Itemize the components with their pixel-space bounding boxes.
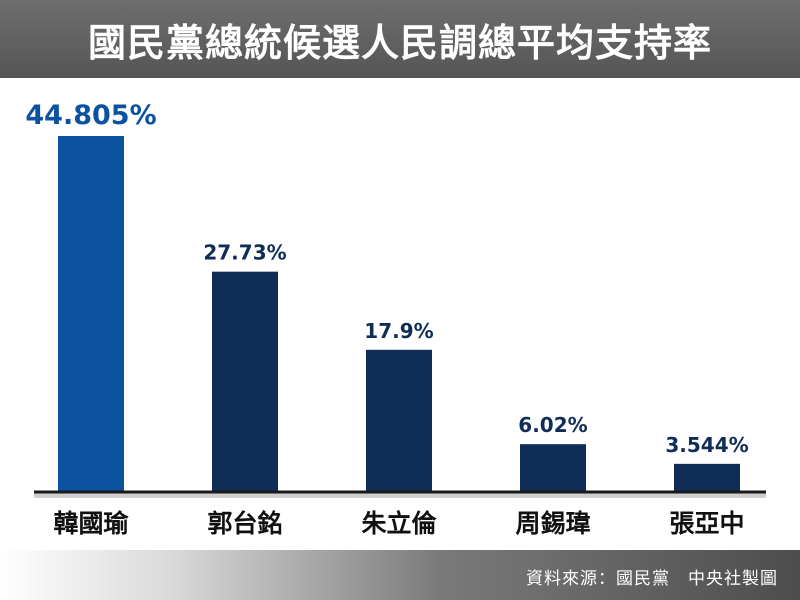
category-label-5: 張亞中 xyxy=(669,509,744,538)
value-label-4: 6.02% xyxy=(518,413,587,437)
source-credit: 資料來源：國民黨 中央社製圖 xyxy=(526,569,778,589)
title-bar: 國民黨總統候選人民調總平均支持率 xyxy=(0,0,800,78)
category-label-4: 周錫瑋 xyxy=(515,509,590,538)
category-label-1: 韓國瑜 xyxy=(53,509,129,538)
footer-bar: 資料來源：國民黨 中央社製圖 xyxy=(0,550,800,600)
value-label-3: 17.9% xyxy=(364,319,433,343)
bar-4 xyxy=(520,444,586,492)
value-label-5: 3.544% xyxy=(665,433,748,457)
category-label-2: 郭台銘 xyxy=(207,509,282,538)
bar-chart: 44.805% 韓國瑜 27.73% 郭台銘 17.9% 朱立倫 6.02% 周錫瑋 3.544… xyxy=(25,100,766,538)
bar-1 xyxy=(58,136,124,492)
chart-title: 國民黨總統候選人民調總平均支持率 xyxy=(87,20,712,65)
axis-shadow xyxy=(34,492,766,498)
bar-2 xyxy=(212,271,278,492)
bar-5 xyxy=(674,463,740,492)
value-label-2: 27.73% xyxy=(203,241,286,265)
bar-3 xyxy=(366,349,432,492)
category-label-3: 朱立倫 xyxy=(361,509,437,538)
value-label-1: 44.805% xyxy=(25,100,156,131)
